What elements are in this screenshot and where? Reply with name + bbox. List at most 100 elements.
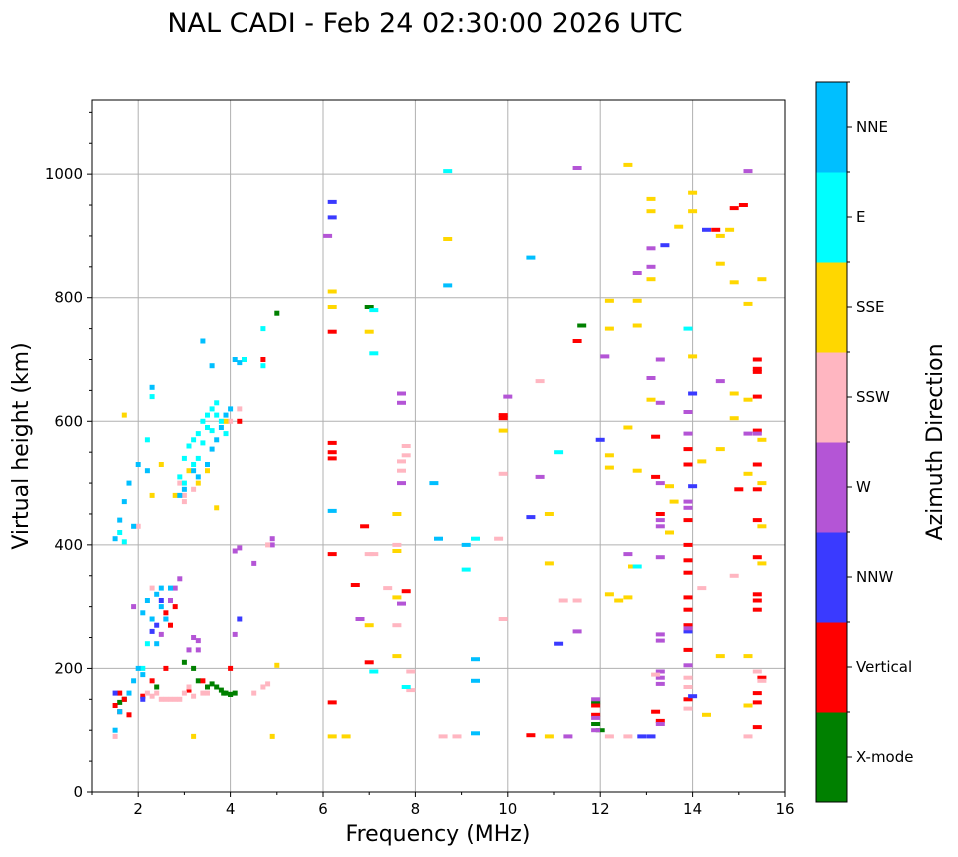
data-point bbox=[237, 406, 243, 412]
data-point bbox=[655, 357, 665, 362]
data-point bbox=[181, 480, 187, 486]
data-point bbox=[392, 512, 402, 516]
data-point bbox=[163, 610, 169, 616]
data-point bbox=[452, 734, 462, 739]
y-tick-label: 1000 bbox=[45, 165, 83, 183]
data-point bbox=[191, 486, 197, 492]
data-point bbox=[715, 654, 725, 659]
data-points-layer bbox=[112, 162, 767, 739]
data-point bbox=[665, 530, 674, 535]
data-point bbox=[591, 700, 601, 705]
data-point bbox=[655, 681, 665, 686]
data-point bbox=[251, 690, 257, 696]
data-point bbox=[260, 326, 266, 332]
y-tick-label: 0 bbox=[73, 783, 83, 801]
data-point bbox=[628, 564, 637, 569]
data-point bbox=[683, 431, 693, 436]
data-point bbox=[327, 305, 337, 309]
data-point bbox=[117, 690, 123, 696]
data-point bbox=[743, 301, 753, 306]
data-point bbox=[112, 703, 118, 708]
data-point bbox=[117, 709, 123, 715]
data-point bbox=[112, 733, 118, 739]
data-point bbox=[651, 672, 661, 677]
data-point bbox=[209, 681, 215, 687]
data-point bbox=[205, 468, 210, 474]
data-point bbox=[595, 728, 605, 733]
data-point bbox=[572, 166, 582, 170]
data-point bbox=[237, 616, 243, 622]
data-point bbox=[752, 669, 762, 674]
data-point bbox=[195, 455, 201, 461]
data-point bbox=[683, 647, 693, 652]
data-point bbox=[121, 499, 127, 505]
series-vertical bbox=[112, 203, 767, 738]
data-point bbox=[131, 678, 137, 684]
data-point bbox=[200, 690, 206, 696]
data-point bbox=[232, 357, 238, 362]
data-point bbox=[604, 326, 614, 331]
data-point bbox=[397, 601, 406, 606]
data-point bbox=[177, 492, 183, 498]
data-point bbox=[327, 700, 337, 705]
data-point bbox=[757, 561, 767, 566]
data-point bbox=[163, 696, 169, 702]
data-point bbox=[149, 384, 155, 390]
y-tick-label: 200 bbox=[54, 659, 83, 677]
data-point bbox=[154, 622, 160, 628]
data-point bbox=[471, 731, 480, 736]
data-point bbox=[274, 310, 280, 316]
colorbar-swatch bbox=[816, 262, 847, 353]
data-point bbox=[655, 632, 665, 637]
data-point bbox=[715, 233, 725, 238]
data-point bbox=[237, 418, 243, 424]
data-point bbox=[364, 329, 374, 334]
data-point bbox=[683, 518, 693, 523]
data-point bbox=[632, 271, 642, 275]
data-point bbox=[195, 647, 201, 653]
data-point bbox=[683, 410, 693, 414]
data-point bbox=[683, 462, 693, 467]
data-point bbox=[544, 561, 554, 566]
data-point bbox=[683, 607, 693, 612]
data-point bbox=[191, 693, 197, 699]
data-point bbox=[360, 524, 370, 529]
data-point bbox=[269, 542, 275, 548]
data-point bbox=[614, 598, 624, 603]
colorbar-label: SSW bbox=[856, 388, 890, 406]
data-point bbox=[140, 665, 146, 671]
data-point bbox=[112, 690, 118, 696]
data-point bbox=[228, 418, 234, 424]
data-point bbox=[743, 431, 753, 436]
data-point bbox=[683, 326, 693, 331]
colorbar-label: NNW bbox=[856, 568, 893, 586]
data-point bbox=[674, 224, 684, 229]
data-point bbox=[131, 604, 137, 610]
data-point bbox=[140, 672, 146, 678]
colorbar-swatch bbox=[816, 532, 847, 623]
data-point bbox=[218, 425, 224, 430]
data-point bbox=[195, 480, 201, 486]
data-point bbox=[752, 394, 762, 399]
data-point bbox=[144, 437, 150, 443]
data-point bbox=[752, 357, 762, 362]
data-point bbox=[232, 631, 238, 637]
data-point bbox=[623, 595, 633, 600]
data-point bbox=[438, 734, 448, 739]
data-point bbox=[688, 190, 698, 195]
data-point bbox=[752, 598, 762, 603]
data-point bbox=[646, 734, 656, 739]
y-tick-label: 800 bbox=[54, 289, 83, 307]
data-point bbox=[191, 468, 197, 474]
data-point bbox=[327, 552, 337, 557]
data-point bbox=[191, 665, 197, 671]
data-point bbox=[558, 598, 568, 603]
colorbar-swatch bbox=[816, 622, 847, 713]
data-point bbox=[327, 734, 337, 739]
data-point bbox=[181, 690, 187, 696]
data-point bbox=[471, 536, 480, 541]
data-point bbox=[195, 638, 201, 644]
data-point bbox=[232, 690, 238, 696]
data-point bbox=[757, 678, 767, 683]
